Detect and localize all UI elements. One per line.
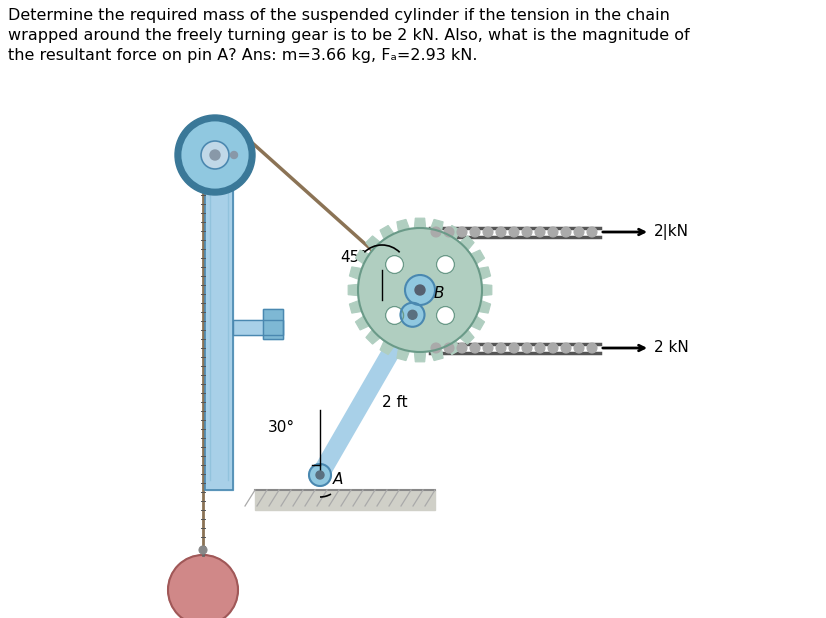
Circle shape — [587, 343, 597, 353]
Circle shape — [401, 303, 425, 327]
Text: Determine the required mass of the suspended cylinder if the tension in the chai: Determine the required mass of the suspe… — [8, 8, 670, 23]
Circle shape — [201, 141, 229, 169]
Bar — [255, 490, 435, 510]
Polygon shape — [366, 236, 380, 250]
Polygon shape — [482, 284, 491, 295]
Polygon shape — [349, 267, 362, 279]
Polygon shape — [478, 267, 491, 279]
Text: 45°: 45° — [340, 250, 367, 266]
Polygon shape — [380, 341, 394, 355]
Polygon shape — [355, 316, 369, 330]
Text: 30°: 30° — [268, 420, 295, 434]
Polygon shape — [430, 219, 443, 232]
Text: A: A — [333, 472, 344, 486]
Circle shape — [358, 228, 482, 352]
Circle shape — [483, 227, 493, 237]
Circle shape — [496, 343, 506, 353]
Polygon shape — [478, 300, 491, 313]
Circle shape — [175, 115, 255, 195]
Polygon shape — [471, 316, 485, 330]
Polygon shape — [380, 226, 394, 239]
Circle shape — [431, 227, 441, 237]
Polygon shape — [446, 226, 460, 239]
Circle shape — [509, 227, 519, 237]
Circle shape — [168, 555, 238, 618]
Circle shape — [535, 343, 545, 353]
Circle shape — [386, 307, 404, 324]
Circle shape — [436, 307, 454, 324]
Circle shape — [574, 343, 584, 353]
Bar — [263, 309, 283, 339]
Circle shape — [316, 471, 324, 479]
Polygon shape — [471, 250, 485, 264]
Bar — [205, 155, 233, 490]
Polygon shape — [415, 218, 425, 228]
Text: the resultant force on pin A? Ans: m=3.66 kg, Fₐ=2.93 kN.: the resultant force on pin A? Ans: m=3.6… — [8, 48, 477, 63]
Circle shape — [470, 343, 480, 353]
Polygon shape — [396, 348, 410, 361]
Circle shape — [587, 227, 597, 237]
Circle shape — [522, 227, 532, 237]
Polygon shape — [459, 329, 474, 344]
Polygon shape — [446, 341, 460, 355]
Text: 2 ft: 2 ft — [382, 396, 408, 410]
Circle shape — [457, 343, 467, 353]
Polygon shape — [430, 348, 443, 361]
Text: 2|kN: 2|kN — [654, 224, 689, 240]
Polygon shape — [348, 284, 358, 295]
Bar — [233, 320, 283, 335]
Circle shape — [436, 256, 454, 274]
Circle shape — [210, 150, 220, 160]
Circle shape — [309, 464, 331, 486]
Circle shape — [522, 343, 532, 353]
Circle shape — [444, 227, 454, 237]
Polygon shape — [396, 219, 410, 232]
Circle shape — [444, 343, 454, 353]
Circle shape — [180, 120, 250, 190]
Circle shape — [548, 343, 558, 353]
Polygon shape — [349, 300, 362, 313]
Circle shape — [405, 275, 435, 305]
Text: wrapped around the freely turning gear is to be 2 kN. Also, what is the magnitud: wrapped around the freely turning gear i… — [8, 28, 690, 43]
Circle shape — [496, 227, 506, 237]
Circle shape — [470, 227, 480, 237]
Circle shape — [386, 256, 404, 274]
Text: B: B — [434, 287, 444, 302]
Circle shape — [431, 343, 441, 353]
Polygon shape — [313, 311, 420, 479]
Circle shape — [199, 546, 207, 554]
Circle shape — [457, 227, 467, 237]
Circle shape — [561, 343, 571, 353]
Circle shape — [535, 227, 545, 237]
Polygon shape — [415, 352, 425, 362]
Bar — [263, 309, 283, 339]
Bar — [233, 320, 283, 335]
Polygon shape — [355, 250, 369, 264]
Circle shape — [230, 151, 238, 158]
Text: 2 kN: 2 kN — [654, 341, 689, 355]
Circle shape — [548, 227, 558, 237]
Polygon shape — [459, 236, 474, 250]
Circle shape — [415, 285, 425, 295]
Polygon shape — [366, 329, 380, 344]
Bar — [205, 155, 233, 490]
Circle shape — [509, 343, 519, 353]
Circle shape — [561, 227, 571, 237]
Circle shape — [408, 310, 417, 320]
Circle shape — [483, 343, 493, 353]
Circle shape — [574, 227, 584, 237]
